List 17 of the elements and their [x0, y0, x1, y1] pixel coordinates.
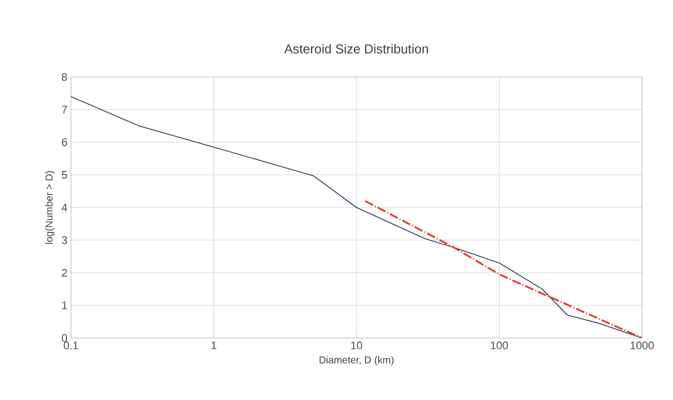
- x-tick-label: 1000: [630, 342, 654, 350]
- y-tick-label: 6: [62, 138, 67, 146]
- x-axis-title: Diameter, D (km): [320, 356, 394, 366]
- x-tick-label: 100: [490, 342, 508, 350]
- y-tick-label: 3: [62, 236, 67, 244]
- y-tick-label: 1: [62, 302, 67, 310]
- chart-title: Asteroid Size Distribution: [284, 44, 428, 54]
- x-tick-label: 10: [351, 342, 362, 350]
- y-tick-label: 4: [62, 204, 68, 212]
- y-tick-label: 8: [62, 73, 67, 81]
- x-tick-label: 0.1: [64, 342, 78, 350]
- x-tick-label: 1: [212, 342, 216, 350]
- y-tick-label: 0: [62, 334, 68, 342]
- y-tick-label: 5: [62, 171, 68, 179]
- y-axis-title: log(Number > D): [45, 171, 55, 244]
- y-tick-label: 2: [62, 268, 67, 277]
- y-tick-label: 7: [62, 106, 67, 114]
